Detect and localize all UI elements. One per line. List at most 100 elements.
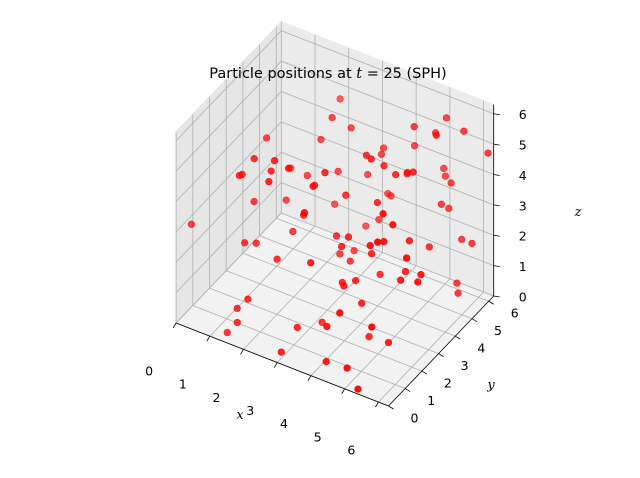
z-grid-line (281, 60, 494, 145)
scatter-point (380, 238, 388, 246)
scatter-point (337, 242, 346, 251)
x-tick-mark (307, 375, 312, 381)
scatter-point (358, 299, 366, 307)
scatter-point (367, 155, 375, 163)
scatter-point (362, 151, 371, 159)
scatter-point (336, 250, 344, 258)
y-tick-mark (438, 353, 444, 357)
x-axis-label: x (236, 408, 244, 423)
z-tick-mark (493, 265, 500, 268)
scatter-point (347, 124, 355, 132)
z-grid-line (175, 91, 282, 202)
scatter-point (300, 209, 309, 217)
scatter-point (410, 123, 418, 131)
scatter-point (384, 189, 392, 198)
scatter-point (377, 150, 386, 158)
scatter-point (303, 171, 311, 180)
scatter-point (250, 197, 258, 206)
x-grid-line (276, 252, 383, 363)
x-grid-line (243, 239, 350, 350)
x-tick-label: 5 (314, 429, 322, 444)
y-tick-mark (471, 318, 478, 323)
x-tick-mark (375, 401, 379, 408)
scatter-point (270, 157, 279, 165)
scatter-point (321, 169, 329, 177)
y-tick-label: 0 (411, 411, 419, 426)
scatter-point (440, 164, 448, 173)
x-tick-label: 4 (280, 416, 288, 431)
scatter-point (454, 289, 462, 297)
x-tick-label: 3 (246, 403, 254, 418)
chart-title-suffix: = 25 (SPH) (362, 66, 447, 82)
z-grid-line (281, 182, 494, 266)
z-tick-label: 1 (519, 259, 527, 274)
scatter-point (366, 241, 374, 250)
x-tick-label: 2 (213, 390, 221, 405)
scatter-point (289, 227, 297, 236)
y-tick-mark (421, 370, 428, 375)
scatter-point (396, 276, 405, 284)
z-grid-line (281, 30, 494, 115)
scatter-point (380, 162, 388, 170)
scatter-point (340, 282, 348, 290)
scatter-point (350, 247, 358, 255)
scatter-point (241, 239, 249, 247)
scatter-point (437, 200, 446, 208)
scatter-point (235, 171, 244, 180)
scatter-point (379, 144, 388, 152)
scatter-point (432, 131, 440, 139)
scatter-point (323, 322, 331, 331)
y-tick-label: 2 (444, 376, 452, 391)
chart-title: Particle positions at t = 25 (SPH) (209, 66, 446, 82)
y-grid-line (242, 252, 456, 337)
scatter-point (389, 221, 397, 229)
x-grid-line (344, 278, 451, 390)
y-grid-line (259, 235, 473, 320)
scatter-point (442, 114, 451, 122)
z-tick-mark (493, 295, 500, 298)
z-tick-label: 5 (519, 138, 527, 153)
z-tick-mark (493, 174, 500, 176)
z-grid-line (281, 91, 494, 175)
scatter-point (414, 278, 422, 286)
scatter-point (453, 279, 461, 287)
z-grid-line (281, 121, 494, 206)
y-tick-label: 3 (461, 358, 469, 373)
x-tick-label: 6 (347, 443, 355, 458)
scatter-point (410, 142, 419, 150)
scatter-point (364, 170, 372, 179)
scatter-point (417, 271, 425, 279)
scatter-point (362, 222, 370, 230)
scatter-point (367, 250, 376, 258)
scatter-point (441, 172, 450, 180)
scatter-point (317, 135, 325, 144)
scatter-point (402, 254, 411, 262)
z-grid-line (175, 30, 282, 141)
scatter-point (409, 168, 417, 176)
scatter-point (252, 239, 260, 247)
z-tick-label: 2 (519, 229, 527, 244)
scatter-point (445, 204, 453, 213)
chart-title-variable: t (356, 66, 362, 82)
x-axis-line (175, 322, 389, 407)
scatter-point (425, 243, 433, 251)
scatter-point (401, 267, 410, 276)
z-tick-label: 6 (519, 107, 527, 122)
scatter-point (277, 348, 285, 356)
x-tick-mark (172, 322, 177, 329)
scatter-point (375, 215, 383, 224)
scatter-point (332, 232, 341, 240)
scatter-point (374, 238, 382, 246)
x-tick-mark (341, 388, 346, 395)
z-tick-mark (493, 234, 500, 237)
scatter-point (307, 259, 315, 267)
z-tick-mark (493, 143, 500, 146)
z-tick-mark (493, 113, 500, 116)
y-tick-mark (455, 335, 461, 340)
y-tick-mark (388, 405, 394, 410)
scatter-point (351, 276, 360, 285)
scatter-point (460, 127, 468, 135)
scatter-point (346, 257, 354, 265)
